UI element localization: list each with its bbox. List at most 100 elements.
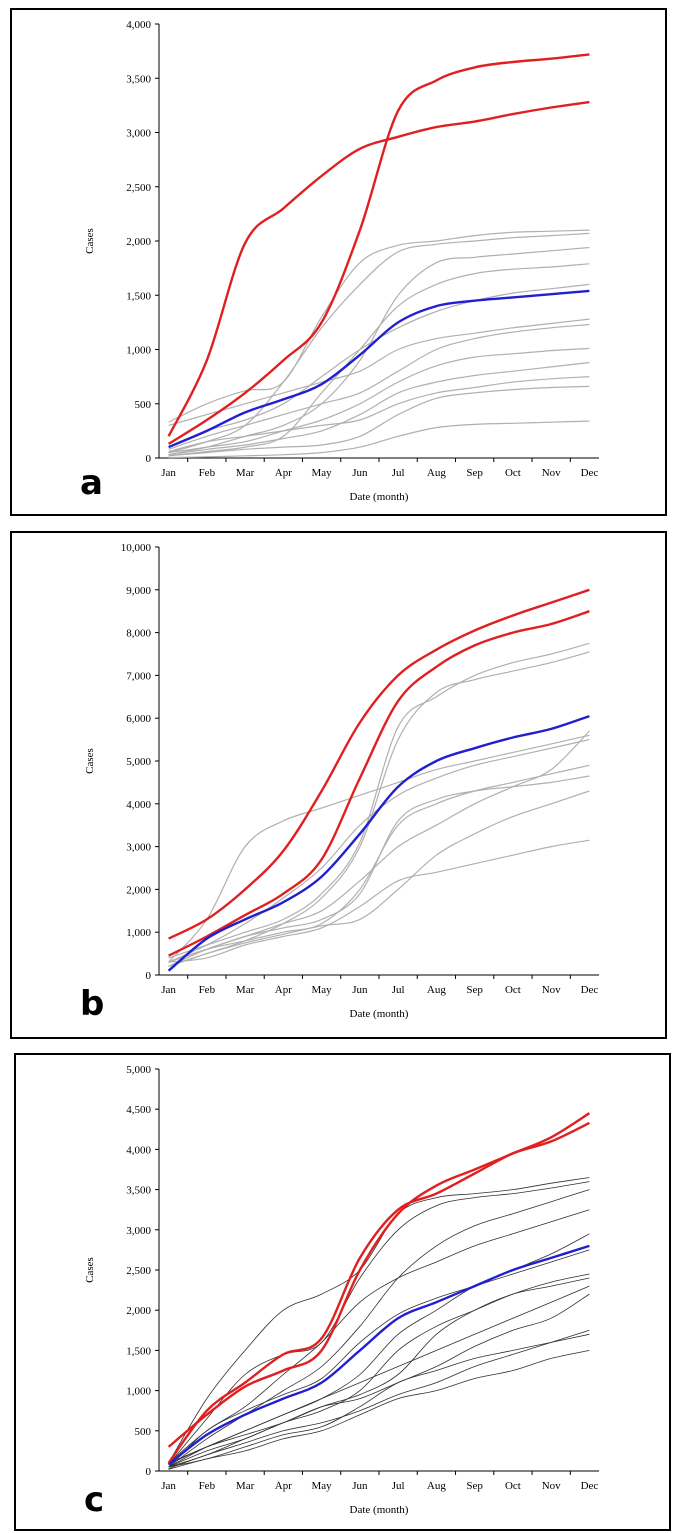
x-tick-label: Sep xyxy=(466,467,483,479)
background-series-line xyxy=(168,232,590,454)
x-tick-label: May xyxy=(312,467,333,479)
background-series-line xyxy=(168,839,590,963)
mean-series-line xyxy=(168,289,590,449)
y-tick-label: 4,000 xyxy=(126,19,151,31)
x-tick-label: Oct xyxy=(505,1480,521,1492)
y-tick-label: 2,000 xyxy=(126,884,151,896)
y-tick-label: 1,000 xyxy=(126,927,151,939)
background-series-line xyxy=(168,1333,590,1468)
background-series-line xyxy=(168,790,590,967)
x-tick-label: Apr xyxy=(275,984,292,996)
background-series-line xyxy=(168,347,590,454)
x-tick-label: Oct xyxy=(505,467,521,479)
y-tick-label: 4,000 xyxy=(126,799,151,811)
panel-letter-a: a xyxy=(80,463,103,503)
background-series-line xyxy=(168,739,590,963)
x-tick-label: Sep xyxy=(466,1480,483,1492)
x-tick-label: Jun xyxy=(352,984,368,996)
background-series-line xyxy=(168,1177,590,1464)
highlight-series-line xyxy=(167,1121,590,1464)
y-tick-label: 3,000 xyxy=(126,1225,151,1237)
x-tick-label: Aug xyxy=(427,984,446,996)
background-series-line xyxy=(168,1329,590,1469)
x-tick-label: Feb xyxy=(199,984,216,996)
highlight-series-line xyxy=(168,610,590,957)
background-series-line xyxy=(168,323,590,450)
background-series-line xyxy=(168,1249,590,1468)
y-tick-label: 0 xyxy=(146,453,152,465)
y-tick-label: 500 xyxy=(135,399,152,411)
x-tick-label: Oct xyxy=(505,984,521,996)
y-tick-label: 500 xyxy=(135,1426,152,1438)
background-series-line xyxy=(168,376,590,453)
x-tick-label: Apr xyxy=(275,467,292,479)
y-tick-label: 5,000 xyxy=(126,1064,151,1076)
x-tick-label: Jan xyxy=(161,467,176,479)
x-tick-label: Nov xyxy=(542,984,561,996)
y-tick-label: 6,000 xyxy=(126,713,151,725)
y-tick-label: 3,000 xyxy=(126,842,151,854)
x-tick-label: Nov xyxy=(542,467,561,479)
y-tick-label: 3,500 xyxy=(126,1185,151,1197)
x-tick-label: Aug xyxy=(427,467,446,479)
x-tick-label: Mar xyxy=(236,984,255,996)
line-chart-b: 0 1,000 2,000 3,000 4,000 5,000 6,000 7,000 8,00… xyxy=(84,542,599,1020)
y-tick-label: 1,000 xyxy=(126,345,151,357)
background-series-line xyxy=(168,385,590,457)
x-tick-label: Jul xyxy=(392,467,405,479)
y-tick-label: 1,500 xyxy=(126,1345,151,1357)
y-tick-label: 10,000 xyxy=(121,542,152,554)
y-axis-title: Cases xyxy=(84,748,96,774)
y-tick-label: 2,500 xyxy=(126,1265,151,1277)
chart-panel-a: 0 500 1,000 1,500 2,000 2,500 3,000 3,500 4,000 J… xyxy=(10,8,667,516)
y-tick-label: 9,000 xyxy=(126,585,151,597)
y-tick-label: 3,000 xyxy=(126,128,151,140)
background-series-line xyxy=(168,734,590,963)
x-tick-label: Jan xyxy=(161,1480,176,1492)
y-tick-label: 4,500 xyxy=(126,1104,151,1116)
x-tick-label: Aug xyxy=(427,1480,446,1492)
y-tick-label: 2,000 xyxy=(126,236,151,248)
highlight-series-line xyxy=(167,1112,591,1448)
mean-series-line xyxy=(167,714,590,972)
x-tick-label: Mar xyxy=(236,1480,255,1492)
background-series-line xyxy=(168,1209,590,1464)
y-tick-label: 2,000 xyxy=(126,1305,151,1317)
y-tick-label: 4,000 xyxy=(126,1144,151,1156)
x-tick-label: Jun xyxy=(352,1480,368,1492)
x-axis-title: Date (month) xyxy=(350,1008,409,1020)
background-series-line xyxy=(168,1285,590,1464)
x-tick-label: Jul xyxy=(392,984,405,996)
background-series-line xyxy=(168,1277,590,1465)
x-axis-title: Date (month) xyxy=(350,1504,409,1516)
x-tick-label: Dec xyxy=(581,1480,599,1492)
chart-panel-c: 0 500 1,000 1,500 2,000 2,500 3,000 3,500 4,000 4… xyxy=(14,1053,671,1531)
y-tick-label: 1,000 xyxy=(126,1386,151,1398)
y-tick-label: 3,500 xyxy=(126,73,151,85)
y-tick-label: 5,000 xyxy=(126,756,151,768)
y-axis-title: Cases xyxy=(84,228,96,254)
x-tick-label: Sep xyxy=(466,984,483,996)
x-tick-label: Jan xyxy=(161,984,176,996)
line-chart-c: 0 500 1,000 1,500 2,000 2,500 3,000 3,500 4,000 4… xyxy=(84,1064,599,1516)
x-tick-label: Jun xyxy=(352,467,368,479)
y-tick-label: 2,500 xyxy=(126,182,151,194)
background-series-line xyxy=(168,263,590,457)
background-series-line xyxy=(168,1181,590,1465)
y-tick-label: 0 xyxy=(146,1466,152,1478)
background-series-line xyxy=(168,361,590,456)
y-tick-label: 8,000 xyxy=(126,628,151,640)
x-tick-label: Dec xyxy=(581,467,599,479)
background-series-line xyxy=(168,642,590,959)
y-tick-label: 0 xyxy=(146,970,152,982)
mean-series-line xyxy=(167,1244,590,1466)
x-tick-label: Feb xyxy=(199,467,216,479)
panel-letter-c: c xyxy=(84,1480,105,1520)
panel-letter-b: b xyxy=(80,984,105,1024)
x-tick-label: Apr xyxy=(275,1480,292,1492)
x-tick-label: Nov xyxy=(542,1480,561,1492)
y-tick-label: 7,000 xyxy=(126,670,151,682)
background-series-line xyxy=(168,229,590,423)
background-series-line xyxy=(168,1350,590,1470)
y-tick-label: 1,500 xyxy=(126,290,151,302)
